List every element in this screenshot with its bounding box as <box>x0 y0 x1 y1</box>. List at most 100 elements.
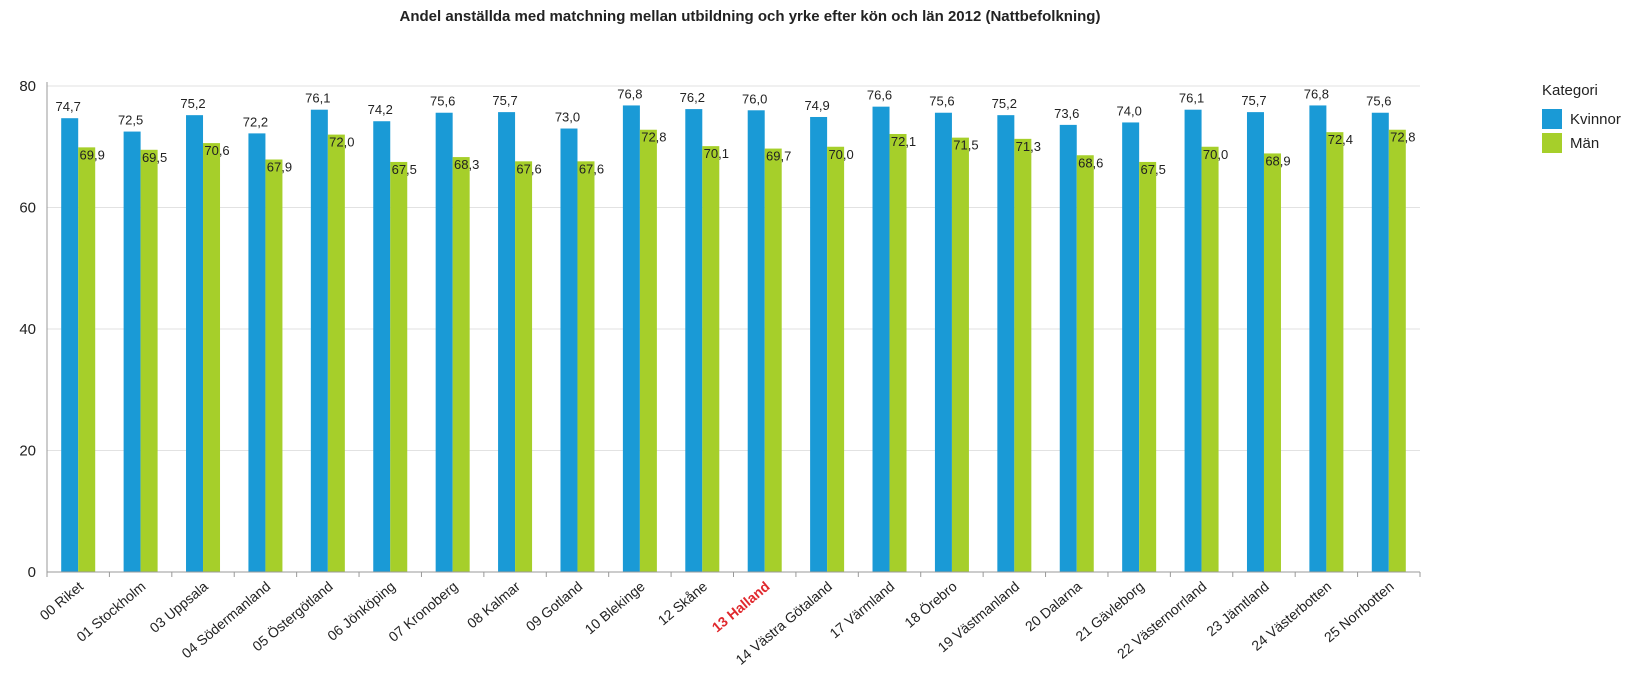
legend-item-man[interactable]: Män <box>1542 131 1621 155</box>
bar-kvinnor[interactable] <box>622 105 640 572</box>
x-tick-label: 17 Värmland <box>826 578 897 641</box>
x-tick-label: 07 Kronoberg <box>385 578 460 645</box>
bar-man[interactable] <box>1326 132 1344 573</box>
data-label-man: 67,5 <box>392 162 417 177</box>
legend-swatch-man <box>1542 133 1562 153</box>
bar-kvinnor[interactable] <box>997 115 1015 572</box>
bar-man[interactable] <box>140 149 158 572</box>
bar-man[interactable] <box>1201 146 1219 572</box>
data-label-kvinnor: 75,6 <box>430 94 455 109</box>
data-label-kvinnor: 76,0 <box>742 91 767 106</box>
bar-kvinnor[interactable] <box>498 112 516 572</box>
bar-man[interactable] <box>1263 153 1281 572</box>
data-label-kvinnor: 75,6 <box>929 94 954 109</box>
bar-man[interactable] <box>1014 138 1032 573</box>
data-label-kvinnor: 74,9 <box>804 98 829 113</box>
x-tick-label: 01 Stockholm <box>73 578 148 645</box>
legend-item-kvinnor[interactable]: Kvinnor <box>1542 107 1621 131</box>
data-label-man: 72,4 <box>1328 132 1353 147</box>
bar-kvinnor[interactable] <box>310 109 328 572</box>
bar-man[interactable] <box>1139 161 1157 572</box>
y-tick-label: 80 <box>19 78 36 95</box>
bar-man[interactable] <box>327 134 345 572</box>
bar-man[interactable] <box>203 143 221 573</box>
bar-man[interactable] <box>1076 155 1094 572</box>
bar-man[interactable] <box>1388 129 1406 573</box>
bar-man[interactable] <box>78 147 96 573</box>
bar-man[interactable] <box>827 146 845 572</box>
data-label-kvinnor: 76,8 <box>1304 86 1329 101</box>
bar-kvinnor[interactable] <box>560 128 578 572</box>
bar-kvinnor[interactable] <box>186 115 204 572</box>
bar-man[interactable] <box>390 161 408 572</box>
bar-man[interactable] <box>265 159 283 572</box>
data-label-man: 70,6 <box>204 143 229 158</box>
x-tick-label: 20 Dalarna <box>1022 578 1085 634</box>
bar-man[interactable] <box>577 161 595 572</box>
bar-kvinnor[interactable] <box>1246 112 1264 572</box>
bar-man[interactable] <box>764 148 782 572</box>
data-label-kvinnor: 75,6 <box>1366 94 1391 109</box>
legend-swatch-kvinnor <box>1542 109 1562 129</box>
data-label-man: 67,6 <box>516 161 541 176</box>
bar-man[interactable] <box>515 161 533 572</box>
bar-man[interactable] <box>951 137 969 572</box>
data-label-man: 68,3 <box>454 157 479 172</box>
bar-kvinnor[interactable] <box>123 131 141 572</box>
data-label-kvinnor: 72,5 <box>118 113 143 128</box>
data-label-kvinnor: 75,2 <box>992 96 1017 111</box>
data-label-kvinnor: 75,7 <box>1241 93 1266 108</box>
data-label-kvinnor: 76,1 <box>305 91 330 106</box>
bar-kvinnor[interactable] <box>1122 122 1140 572</box>
data-label-man: 69,7 <box>766 149 791 164</box>
data-label-man: 72,0 <box>329 135 354 150</box>
data-label-man: 69,9 <box>80 147 105 162</box>
y-tick-label: 60 <box>19 200 36 217</box>
bar-kvinnor[interactable] <box>1309 105 1327 572</box>
data-label-man: 67,6 <box>579 161 604 176</box>
bar-kvinnor[interactable] <box>934 112 952 572</box>
data-label-kvinnor: 76,6 <box>867 88 892 103</box>
bar-kvinnor[interactable] <box>810 116 828 573</box>
data-label-kvinnor: 75,2 <box>180 96 205 111</box>
bar-kvinnor[interactable] <box>373 121 391 573</box>
data-label-man: 67,9 <box>267 160 292 175</box>
bar-kvinnor[interactable] <box>248 133 266 572</box>
data-label-kvinnor: 76,8 <box>617 86 642 101</box>
bar-kvinnor[interactable] <box>747 110 765 573</box>
bar-kvinnor[interactable] <box>1371 112 1389 572</box>
x-tick-label: 12 Skåne <box>655 578 711 628</box>
bar-kvinnor[interactable] <box>1059 124 1077 572</box>
bar-kvinnor[interactable] <box>435 112 453 572</box>
legend-label-kvinnor: Kvinnor <box>1570 110 1621 128</box>
bar-man[interactable] <box>452 157 470 572</box>
data-label-man: 71,3 <box>1016 139 1041 154</box>
data-label-kvinnor: 75,7 <box>492 93 517 108</box>
bar-kvinnor[interactable] <box>61 118 79 572</box>
bar-kvinnor[interactable] <box>1184 109 1202 572</box>
bar-kvinnor[interactable] <box>685 109 703 573</box>
data-label-man: 70,0 <box>1203 147 1228 162</box>
y-tick-label: 20 <box>19 443 36 460</box>
legend: Kategori Kvinnor Män <box>1542 82 1621 155</box>
x-tick-label: 18 Örebro <box>901 577 960 631</box>
x-tick-label: 03 Uppsala <box>146 578 211 636</box>
data-label-kvinnor: 76,1 <box>1179 91 1204 106</box>
data-label-man: 71,5 <box>953 138 978 153</box>
chart-title: Andel anställda med matchning mellan utb… <box>399 8 1101 25</box>
data-label-man: 72,8 <box>1390 130 1415 145</box>
data-label-kvinnor: 76,2 <box>680 90 705 105</box>
data-label-man: 70,1 <box>704 146 729 161</box>
bar-man[interactable] <box>889 133 907 572</box>
data-label-man: 68,6 <box>1078 155 1103 170</box>
legend-label-man: Män <box>1570 134 1600 152</box>
y-tick-label: 40 <box>19 321 36 338</box>
bar-kvinnor[interactable] <box>872 106 890 572</box>
legend-title: Kategori <box>1542 82 1598 99</box>
data-label-kvinnor: 73,0 <box>555 110 580 125</box>
bar-man[interactable] <box>639 129 657 573</box>
bar-man[interactable] <box>702 146 720 572</box>
data-label-kvinnor: 72,2 <box>243 114 268 129</box>
